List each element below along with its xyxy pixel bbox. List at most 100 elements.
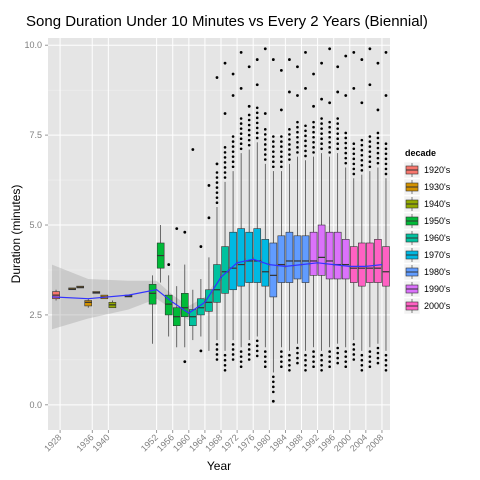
box-2007 — [374, 61, 382, 365]
outlier-point — [247, 113, 251, 117]
outlier-point — [272, 150, 275, 153]
box-1973 — [237, 50, 245, 369]
outlier-point — [288, 148, 291, 151]
outlier-point — [312, 135, 315, 139]
outlier-point — [247, 123, 251, 127]
outlier-point — [368, 47, 372, 51]
outlier-point — [280, 140, 283, 143]
outlier-point — [247, 358, 251, 361]
outlier-point — [231, 348, 235, 351]
box-1927 — [52, 289, 60, 301]
outlier-point — [336, 147, 339, 151]
outlier-point — [384, 358, 388, 362]
outlier-point — [368, 365, 372, 369]
x-tick-label: 1928 — [42, 432, 63, 453]
outlier-point — [328, 125, 331, 129]
outlier-point — [255, 339, 259, 343]
outlier-point — [360, 169, 364, 172]
box-2009 — [382, 50, 390, 372]
outlier-point — [328, 47, 332, 51]
outlier-point — [320, 122, 323, 125]
outlier-point — [344, 360, 348, 363]
outlier-point — [215, 196, 219, 199]
outlier-point — [376, 146, 380, 150]
x-tick-label: 1976 — [235, 432, 256, 453]
outlier-point — [296, 351, 299, 355]
x-tick-label: 1968 — [203, 432, 224, 453]
outlier-point — [384, 162, 388, 166]
box-body — [181, 293, 189, 318]
box-body — [301, 235, 310, 283]
outlier-point — [223, 171, 227, 174]
outlier-point — [376, 156, 380, 160]
outlier-point — [344, 365, 348, 369]
outlier-point — [239, 86, 243, 90]
outlier-point — [344, 94, 348, 97]
outlier-point — [231, 165, 235, 169]
legend-item-5: 1970's — [403, 246, 451, 264]
outlier-point — [384, 152, 388, 156]
outlier-point — [223, 166, 227, 169]
box-body — [358, 242, 366, 287]
outlier-point — [255, 126, 259, 130]
outlier-point — [272, 155, 275, 158]
outlier-point — [247, 128, 251, 132]
outlier-point — [263, 128, 267, 131]
outlier-point — [320, 127, 323, 130]
outlier-point — [344, 156, 348, 160]
outlier-point — [263, 355, 267, 358]
box-2003 — [358, 58, 366, 372]
box-1933 — [76, 285, 84, 289]
x-tick-label: 1992 — [300, 432, 321, 453]
outlier-point — [352, 147, 356, 151]
box-body — [269, 242, 278, 298]
outlier-point — [328, 151, 331, 154]
box-body — [148, 284, 157, 305]
outlier-point — [191, 148, 195, 151]
outlier-point — [247, 343, 251, 346]
outlier-point — [304, 363, 307, 367]
box-1957 — [172, 227, 181, 348]
outlier-point — [280, 160, 283, 164]
box-1989 — [301, 50, 310, 372]
outlier-point — [288, 90, 291, 94]
outlier-point — [255, 121, 259, 125]
outlier-point — [352, 157, 356, 161]
outlier-point — [215, 358, 219, 361]
outlier-point — [296, 94, 299, 97]
legend-label: 1920's — [424, 165, 451, 175]
box-1953 — [156, 225, 165, 283]
outlier-point — [384, 172, 388, 176]
outlier-point — [336, 127, 339, 130]
outlier-point — [288, 369, 291, 372]
legend-label: 1960's — [424, 233, 451, 243]
outlier-point — [255, 83, 259, 87]
outlier-point — [263, 365, 267, 369]
outlier-point — [255, 106, 259, 110]
outlier-point — [296, 361, 299, 365]
outlier-point — [304, 139, 307, 143]
x-tick-label: 1972 — [219, 432, 240, 453]
outlier-point — [376, 356, 380, 360]
outlier-point — [223, 353, 227, 357]
y-axis-title: Duration (minutes) — [9, 185, 23, 284]
outlier-point — [352, 353, 356, 356]
outlier-point — [368, 155, 372, 158]
outlier-point — [288, 58, 291, 61]
outlier-point — [328, 355, 331, 358]
outlier-point — [368, 160, 372, 164]
outlier-point — [231, 140, 235, 143]
outlier-point — [328, 140, 331, 144]
outlier-point — [288, 153, 291, 156]
outlier-point — [368, 355, 372, 358]
outlier-point — [280, 145, 283, 148]
outlier-point — [239, 122, 243, 125]
outlier-point — [239, 137, 243, 140]
outlier-point — [239, 142, 243, 146]
box-body — [84, 300, 93, 307]
outlier-point — [280, 365, 283, 369]
outlier-point — [223, 176, 227, 179]
outlier-point — [376, 161, 380, 165]
outlier-point — [280, 350, 283, 353]
outlier-point — [368, 165, 372, 169]
